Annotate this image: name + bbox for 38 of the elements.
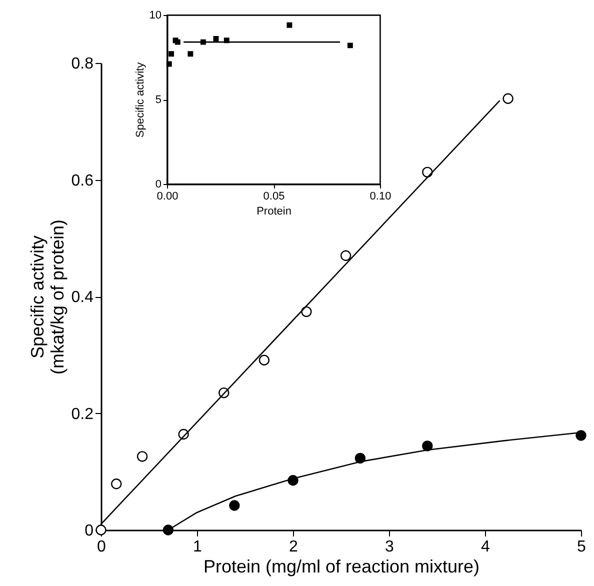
x-axis-title: Protein (mg/ml of reaction mixture) [203,556,480,576]
y-tick-label: 0 [84,522,94,540]
point [258,354,270,366]
x-tick-label: 0.05 [263,190,285,202]
point [213,36,219,42]
point [136,451,148,462]
y-tick-label: 0 [155,178,162,190]
y-tick-label: 5 [155,94,162,106]
point [229,500,240,511]
x-tick-label: 0.00 [156,190,178,202]
y-tick-label: 0.6 [71,172,94,190]
point [347,42,353,48]
point [188,51,194,57]
y-tick-label: 0.4 [71,289,94,306]
y-tick-label: 10 [149,10,162,22]
x-axis-title: Protein [256,206,292,218]
y-axis-title: Specific activity [134,62,146,138]
y-axis-title: Specific activity (mkat/kg of protein) [27,219,68,375]
point [162,524,174,536]
y-tick-label: 0.2 [71,406,94,423]
x-tick-label: 5 [577,538,586,556]
point [422,440,433,452]
point [354,452,366,464]
point [340,250,352,261]
x-tick-label: 0 [97,538,106,556]
point [301,306,312,318]
y-tick-label: 0.8 [71,56,94,72]
x-tick-label: 3 [385,538,394,556]
x-tick-label: 4 [481,538,490,556]
point [168,51,174,57]
point [502,93,514,104]
x-tick-label: 2 [289,538,298,556]
x-tick-label: 1 [193,538,202,556]
point [286,22,292,28]
point [576,430,586,441]
point [111,478,122,490]
point [166,61,172,67]
x-tick-label: 0.10 [370,190,392,202]
